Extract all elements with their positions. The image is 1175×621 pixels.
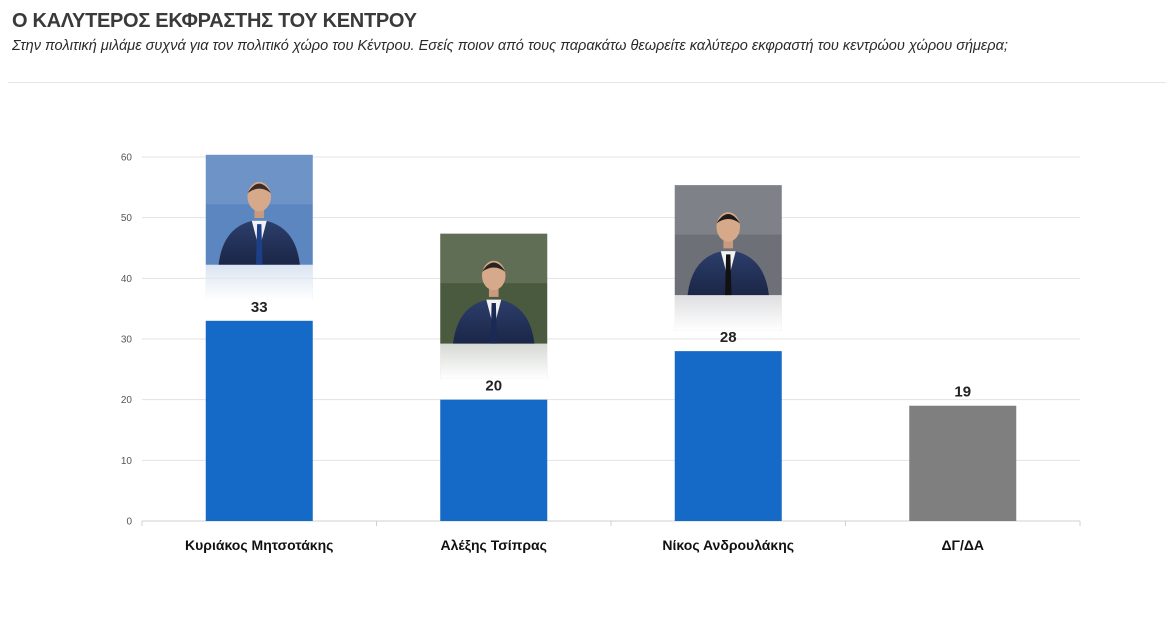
candidate-photo — [205, 154, 313, 265]
category-label: Νίκος Ανδρουλάκης — [662, 537, 794, 553]
value-label: 28 — [720, 329, 737, 346]
y-tick-label: 40 — [121, 274, 133, 285]
bar-3 — [674, 351, 782, 521]
candidate-photo — [674, 185, 782, 296]
bar-2 — [440, 399, 548, 521]
y-tick-label: 10 — [121, 456, 133, 467]
value-label: 33 — [251, 299, 268, 316]
bar-4 — [909, 405, 1017, 521]
divider — [8, 82, 1166, 83]
y-tick-label: 0 — [126, 517, 132, 528]
y-tick-label: 20 — [121, 395, 133, 406]
value-label: 19 — [954, 384, 971, 401]
bar-1 — [205, 320, 313, 521]
header: Ο ΚΑΛΥΤΕΡΟΣ ΕΚΦΡΑΣΤΗΣ ΤΟΥ ΚΕΝΤΡΟΥ Στην π… — [12, 8, 1167, 56]
value-label: 20 — [485, 378, 502, 395]
category-label: Αλέξης Τσίπρας — [441, 537, 547, 553]
photo-fade — [205, 264, 313, 300]
category-label: Κυριάκος Μητσοτάκης — [185, 537, 333, 553]
category-label: ΔΓ/ΔΑ — [941, 537, 984, 553]
page-subtitle: Στην πολιτική μιλάμε συχνά για τον πολιτ… — [12, 38, 1008, 54]
y-tick-label: 60 — [121, 153, 133, 164]
candidate-photo — [440, 233, 548, 344]
photo-fade — [674, 295, 782, 331]
y-tick-label: 30 — [121, 335, 133, 346]
y-tick-label: 50 — [121, 213, 133, 224]
photo-fade — [440, 343, 548, 379]
page-title: Ο ΚΑΛΥΤΕΡΟΣ ΕΚΦΡΑΣΤΗΣ ΤΟΥ ΚΕΝΤΡΟΥ — [12, 10, 417, 32]
